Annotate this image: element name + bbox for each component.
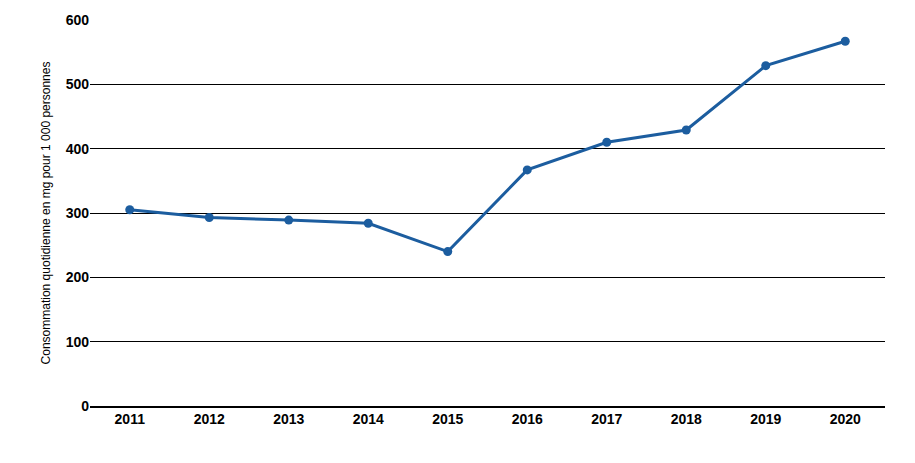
- svg-text:Consommation quotidienne en mg: Consommation quotidienne en mg pour 1 00…: [39, 62, 53, 365]
- svg-text:200: 200: [66, 269, 90, 285]
- svg-text:100: 100: [66, 334, 90, 350]
- svg-text:500: 500: [66, 76, 90, 92]
- svg-text:0: 0: [81, 398, 89, 414]
- svg-text:2019: 2019: [750, 411, 781, 427]
- svg-text:2012: 2012: [194, 411, 225, 427]
- svg-text:2013: 2013: [273, 411, 304, 427]
- svg-text:2014: 2014: [353, 411, 384, 427]
- svg-text:400: 400: [66, 141, 90, 157]
- svg-text:600: 600: [66, 12, 90, 28]
- svg-text:2018: 2018: [671, 411, 702, 427]
- svg-text:2011: 2011: [115, 411, 146, 427]
- svg-text:2015: 2015: [432, 411, 463, 427]
- svg-text:2017: 2017: [591, 411, 622, 427]
- svg-text:2020: 2020: [830, 411, 861, 427]
- svg-text:300: 300: [66, 205, 90, 221]
- svg-text:2016: 2016: [512, 411, 543, 427]
